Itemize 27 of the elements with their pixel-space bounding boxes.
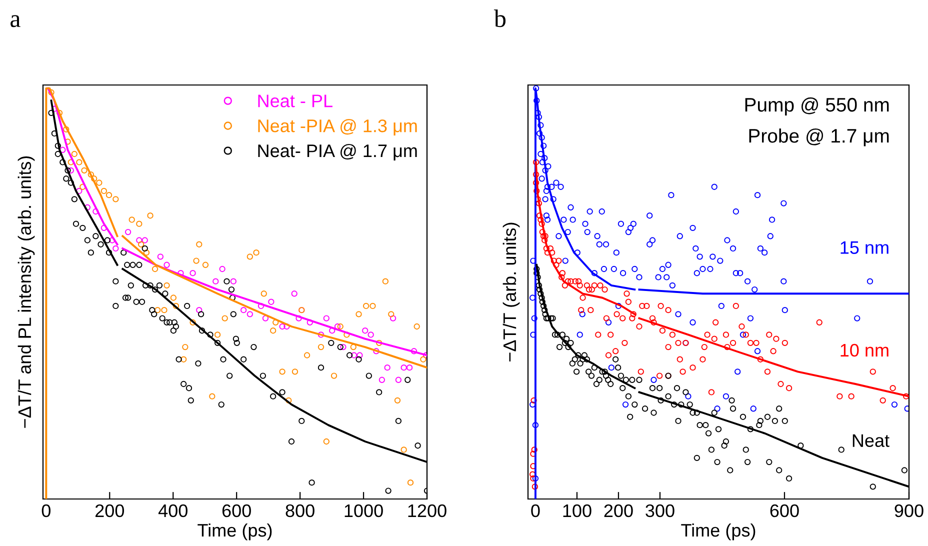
annotation: Pump @ 550 nm — [745, 97, 889, 116]
text: 15 nm — [840, 241, 888, 254]
annotation: Probe @ 1.7 μm — [749, 128, 889, 146]
x-tick-label: 0 — [531, 504, 540, 518]
x-tick-label: 200 — [604, 504, 633, 518]
x-tick-label: 300 — [646, 504, 674, 518]
y-axis-title: −ΔT/T and PL intensity (arb. units) — [18, 156, 35, 428]
x-tick-label: 600 — [770, 504, 799, 518]
x-tick-label: 0 — [42, 504, 50, 518]
chart-title: a — [10, 15, 20, 28]
series-label: Neat — [852, 434, 890, 447]
legend-label: Neat- PIA @ 1.7 μm — [258, 144, 417, 160]
legend-label: Neat - PL — [258, 94, 332, 108]
chart-title: b — [494, 10, 506, 28]
x-tick-label: 800 — [286, 504, 314, 518]
x-tick-label: 900 — [894, 504, 924, 518]
legend-label: Neat -PIA @ 1.3 μm — [258, 118, 417, 136]
x-tick-label: 400 — [158, 504, 188, 518]
y-axis-title: −ΔT/T (arb. units) — [502, 222, 520, 362]
x-axis-title: Time (ps) — [681, 523, 756, 540]
x-tick-label: 1200 — [408, 504, 446, 518]
x-tick-label: 1000 — [344, 504, 383, 518]
series-label: 10 nm — [840, 344, 888, 357]
x-axis-title: Time (ps) — [198, 523, 272, 540]
x-tick-label: 200 — [95, 504, 124, 518]
x-tick-label: 100 — [563, 504, 592, 518]
x-tick-label: 600 — [222, 504, 251, 518]
